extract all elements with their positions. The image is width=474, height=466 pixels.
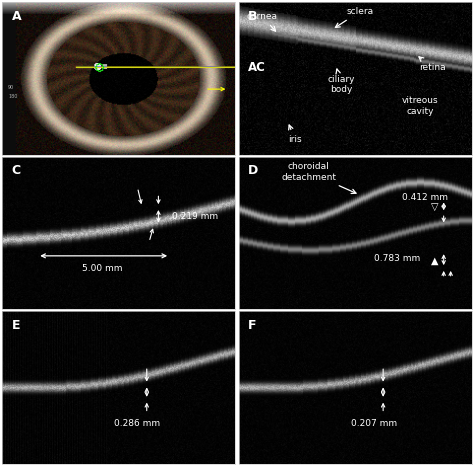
Text: retina: retina [419, 57, 446, 72]
Text: cornea: cornea [246, 12, 278, 31]
Text: 0.412 mm: 0.412 mm [402, 193, 448, 203]
Text: C: C [12, 164, 21, 178]
Text: B: B [248, 10, 257, 23]
Text: D: D [248, 164, 258, 178]
Text: ▽: ▽ [430, 202, 438, 212]
Text: vitreous
cavity: vitreous cavity [402, 96, 439, 116]
Text: 0.783 mm: 0.783 mm [374, 254, 420, 263]
Text: ciliary
body: ciliary body [328, 69, 355, 94]
Text: 5.00 mm: 5.00 mm [82, 264, 123, 273]
Text: 0.219 mm: 0.219 mm [173, 212, 219, 221]
Text: 180: 180 [8, 94, 18, 99]
Text: A: A [12, 10, 21, 23]
Text: F: F [248, 319, 256, 332]
Text: AC: AC [248, 62, 266, 74]
Text: E: E [12, 319, 20, 332]
Text: 90: 90 [8, 85, 14, 90]
Text: 0.207 mm: 0.207 mm [351, 418, 397, 428]
Text: ▲: ▲ [430, 255, 438, 266]
Text: choroidal
detachment: choroidal detachment [281, 162, 356, 193]
Text: 0.286 mm: 0.286 mm [114, 418, 161, 428]
Text: iris: iris [288, 125, 301, 144]
Text: sclera: sclera [336, 7, 374, 27]
